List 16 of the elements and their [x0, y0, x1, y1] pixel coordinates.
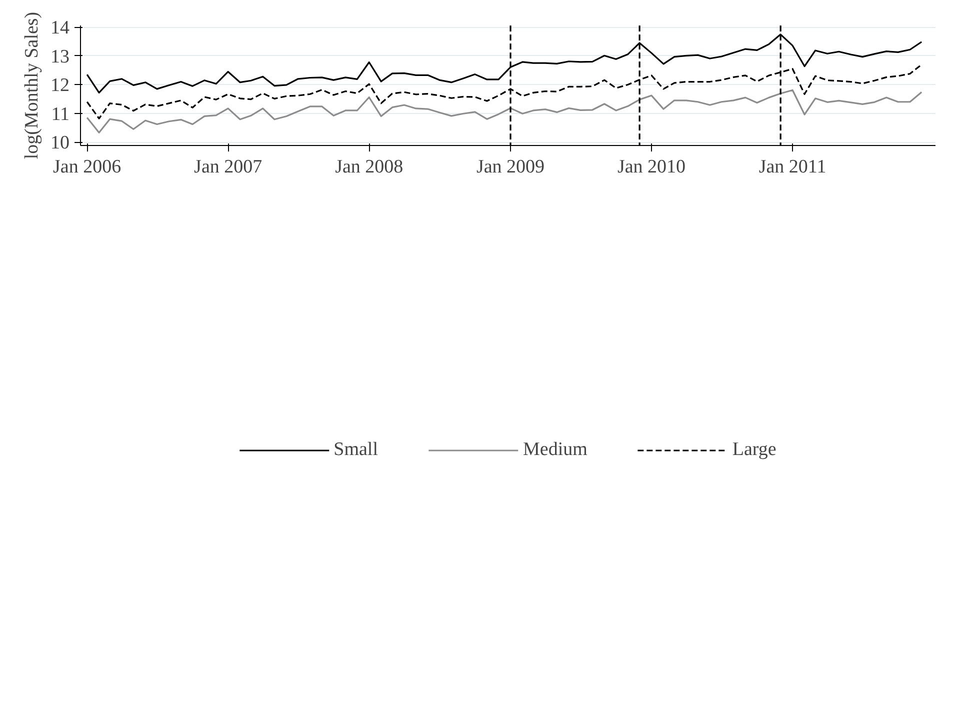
- y-tick-label: 12: [50, 75, 70, 96]
- x-tick-label: Jan 2009: [476, 156, 545, 178]
- y-tick-label: 10: [50, 132, 70, 154]
- y-tick-label: 11: [51, 104, 70, 125]
- x-tick-label: Jan 2010: [617, 156, 686, 178]
- legend-label: Large: [732, 439, 776, 461]
- x-tick-label: Jan 2007: [194, 156, 262, 178]
- x-tick-label: Jan 2011: [758, 156, 826, 178]
- x-tick-label: Jan 2006: [53, 156, 122, 178]
- legend-label: Small: [334, 439, 378, 461]
- legend-label: Medium: [522, 439, 588, 461]
- line-series: [86, 89, 922, 134]
- y-tick-label: 13: [50, 46, 70, 68]
- y-axis-title: log(Monthly Sales): [22, 12, 42, 160]
- x-tick-label: Jan 2008: [335, 156, 404, 178]
- y-tick-label: 14: [50, 18, 70, 39]
